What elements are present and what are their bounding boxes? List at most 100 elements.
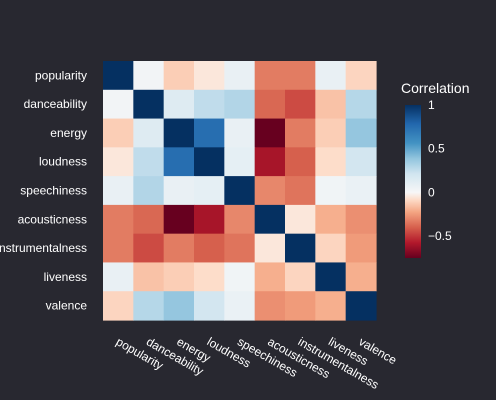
heatmap-cell: [163, 147, 195, 177]
heatmap-cell: [315, 118, 347, 148]
y-axis-tick-labels: popularity danceability energy loudness spee…: [0, 68, 87, 312]
colorbar: Correlation 1 0.5 0 −0.5: [401, 80, 469, 258]
heatmap-cell: [254, 262, 286, 292]
heatmap-cell: [285, 89, 316, 120]
heatmap-cell: [133, 89, 165, 120]
heatmap-cell: [133, 204, 165, 235]
heatmap-cell: [194, 118, 225, 148]
heatmap-cell: [315, 176, 347, 206]
heatmap-cell: [163, 118, 195, 148]
heatmap-cell: [133, 147, 165, 177]
heatmap-cell: [194, 204, 225, 235]
y-tick-label: liveness: [44, 270, 87, 284]
y-tick-label: energy: [50, 126, 87, 140]
colorbar-tick-label: 0: [428, 185, 435, 199]
heatmap-cell: [315, 61, 347, 91]
heatmap-cell: [254, 176, 286, 206]
heatmap-cell: [163, 176, 195, 206]
heatmap-cell: [103, 291, 134, 321]
heatmap-cell: [194, 61, 225, 91]
colorbar-title: Correlation: [401, 80, 469, 96]
heatmap-cell: [345, 233, 377, 264]
heatmap-cell: [103, 204, 134, 235]
heatmap-cell: [345, 262, 377, 292]
heatmap-cell: [103, 61, 134, 91]
heatmap-cell: [194, 89, 225, 120]
heatmap-cell: [194, 176, 225, 206]
heatmap-cell: [103, 89, 134, 120]
heatmap-cells: [103, 61, 377, 321]
heatmap-cell: [285, 176, 316, 206]
heatmap-cell: [315, 291, 347, 321]
y-tick-label: valence: [46, 299, 88, 313]
heatmap-cell: [345, 204, 377, 235]
heatmap-cell: [194, 291, 225, 321]
y-tick-label: loudness: [39, 155, 87, 169]
heatmap-cell: [224, 89, 256, 120]
heatmap-cell: [224, 233, 256, 264]
y-tick-label: acousticness: [18, 212, 87, 226]
colorbar-tick-label: −0.5: [428, 229, 452, 243]
heatmap-cell: [103, 262, 134, 292]
heatmap-cell: [315, 147, 347, 177]
heatmap-cell: [194, 262, 225, 292]
heatmap-cell: [285, 291, 316, 321]
heatmap-cell: [285, 233, 316, 264]
heatmap-cell: [163, 89, 195, 120]
heatmap-cell: [224, 147, 256, 177]
heatmap-cell: [163, 291, 195, 321]
heatmap-cell: [315, 262, 347, 292]
heatmap-cell: [133, 61, 165, 91]
heatmap-cell: [345, 176, 377, 206]
heatmap-cell: [133, 233, 165, 264]
heatmap-cell: [285, 61, 316, 91]
heatmap-cell: [224, 118, 256, 148]
heatmap-cell: [103, 147, 134, 177]
heatmap-cell: [254, 147, 286, 177]
colorbar-tick-label: 0.5: [428, 142, 445, 156]
y-tick-label: danceability: [24, 97, 87, 111]
heatmap-cell: [163, 61, 195, 91]
heatmap-cell: [194, 233, 225, 264]
heatmap-cell: [103, 118, 134, 148]
heatmap-cell: [133, 262, 165, 292]
heatmap-cell: [224, 262, 256, 292]
heatmap-cell: [133, 176, 165, 206]
heatmap-cell: [163, 204, 195, 235]
heatmap-cell: [285, 262, 316, 292]
y-tick-label: speechiness: [20, 184, 87, 198]
heatmap-cell: [285, 118, 316, 148]
x-axis-tick-labels: popularitydanceabilityenergyloudnessspee…: [114, 334, 400, 391]
heatmap-cell: [254, 89, 286, 120]
heatmap-cell: [315, 233, 347, 264]
heatmap-cell: [254, 291, 286, 321]
heatmap-cell: [315, 89, 347, 120]
heatmap-cell: [285, 204, 316, 235]
y-tick-label: popularity: [35, 68, 87, 82]
colorbar-tick-label: 1: [428, 98, 435, 112]
heatmap-cell: [133, 118, 165, 148]
heatmap-cell: [285, 147, 316, 177]
heatmap-cell: [224, 291, 256, 321]
heatmap-cell: [345, 118, 377, 148]
heatmap-cell: [103, 233, 134, 264]
heatmap-cell: [163, 262, 195, 292]
heatmap-cell: [224, 61, 256, 91]
heatmap-cell: [254, 204, 286, 235]
heatmap-cell: [254, 233, 286, 264]
heatmap-cell: [254, 118, 286, 148]
heatmap-cell: [345, 291, 377, 321]
heatmap-cell: [194, 147, 225, 177]
heatmap-cell: [345, 61, 377, 91]
heatmap-cell: [315, 204, 347, 235]
heatmap-cell: [345, 147, 377, 177]
heatmap-cell: [345, 89, 377, 120]
heatmap-cell: [254, 61, 286, 91]
heatmap-cell: [133, 291, 165, 321]
heatmap-cell: [224, 204, 256, 235]
y-tick-label: instrumentalness: [0, 241, 87, 255]
colorbar-gradient: [405, 105, 421, 258]
heatmap-cell: [103, 176, 134, 206]
